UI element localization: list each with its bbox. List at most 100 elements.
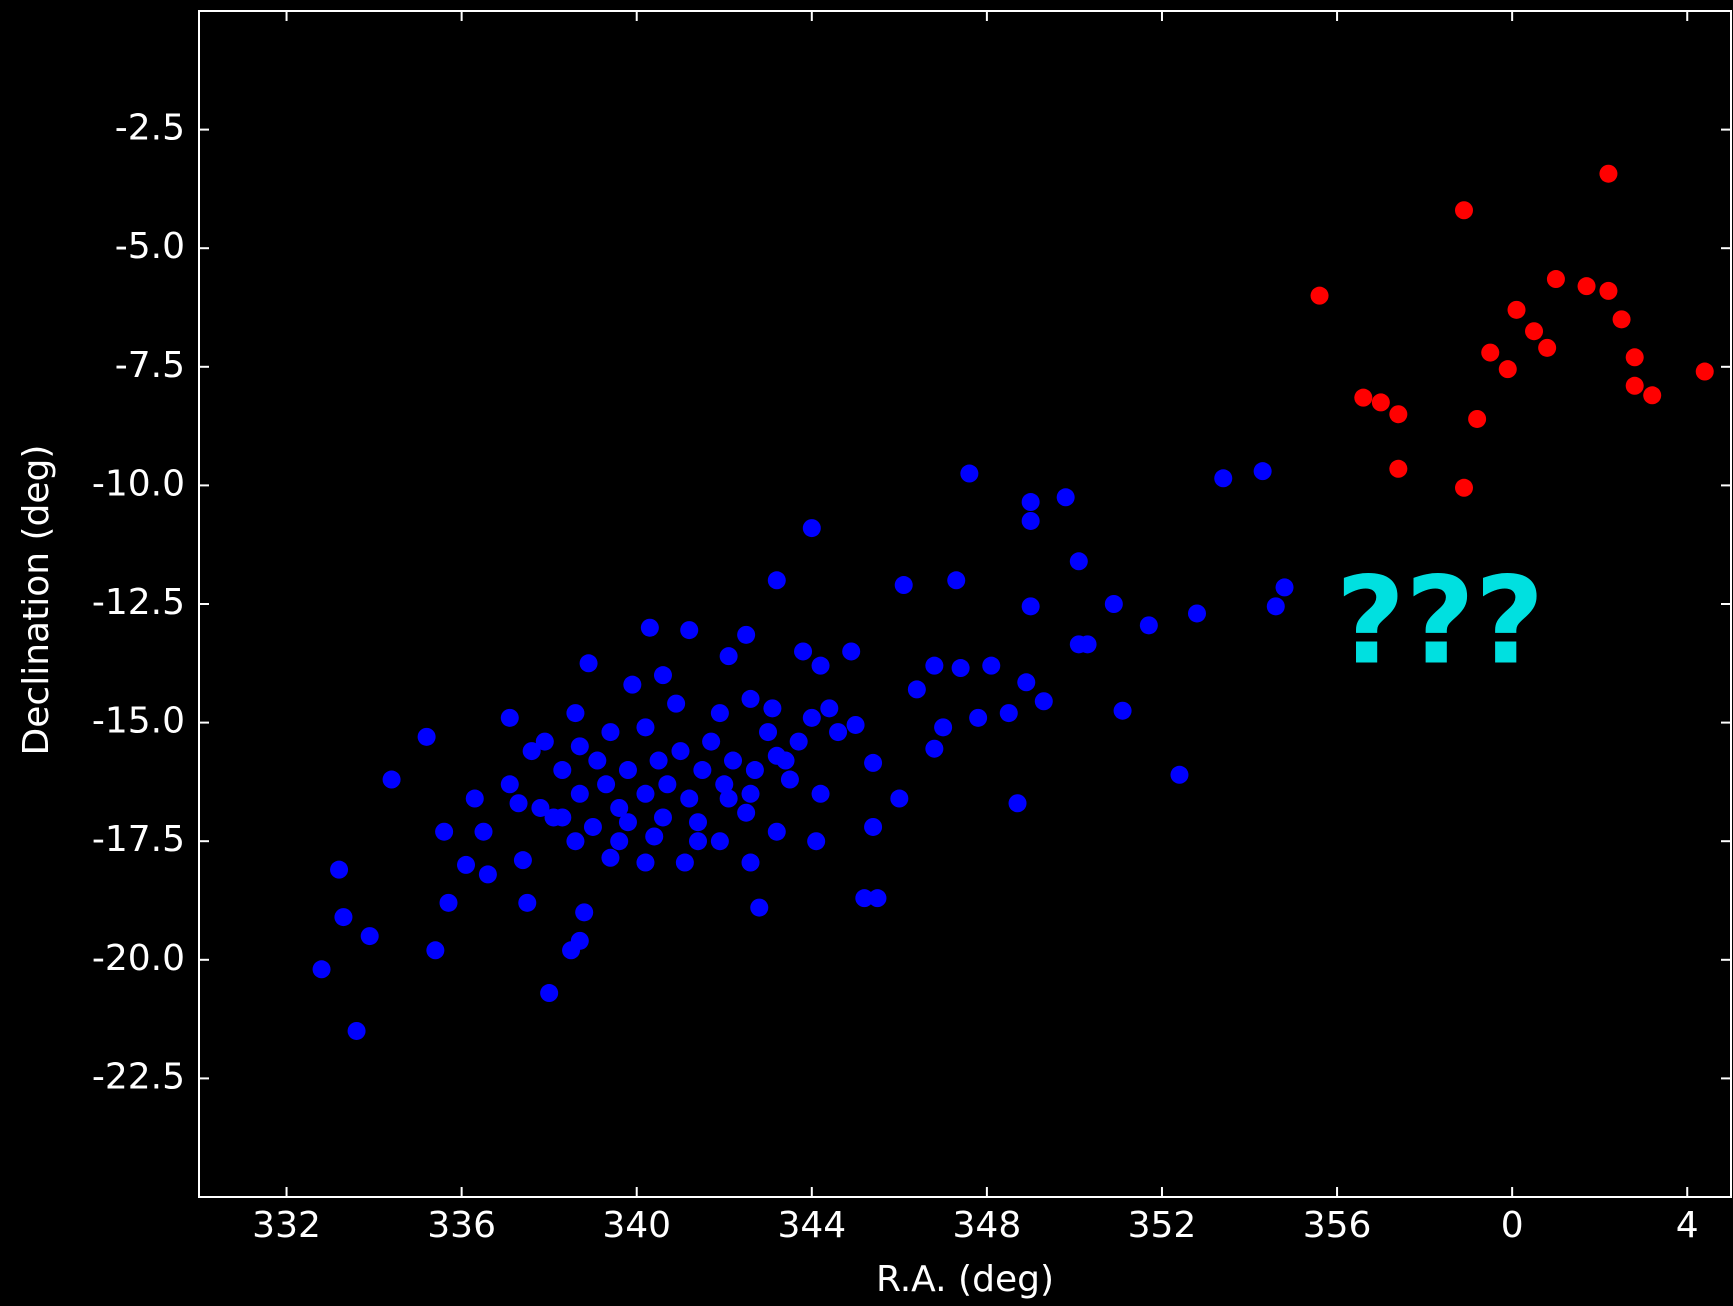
point <box>500 708 519 727</box>
y-tick-label: -2.5 <box>115 108 185 149</box>
point <box>1695 362 1714 381</box>
point <box>890 789 909 808</box>
point <box>658 775 677 794</box>
point <box>1034 692 1053 711</box>
point <box>1354 388 1373 407</box>
point <box>649 751 668 770</box>
y-tick-label: -17.5 <box>92 819 185 860</box>
point <box>710 704 729 723</box>
point <box>1008 794 1027 813</box>
point <box>439 893 458 912</box>
point <box>435 822 454 841</box>
x-tick-label: 356 <box>1303 1205 1372 1246</box>
point <box>1546 270 1565 289</box>
y-axis-label: Declination (deg) <box>16 445 57 756</box>
point <box>934 718 953 737</box>
y-tick-label: -12.5 <box>92 582 185 623</box>
point <box>1498 360 1517 379</box>
point <box>969 708 988 727</box>
point <box>1481 343 1500 362</box>
point <box>1069 552 1088 571</box>
point <box>1021 493 1040 512</box>
point <box>531 798 550 817</box>
point <box>597 775 616 794</box>
y-tick-label: -7.5 <box>115 345 185 386</box>
point <box>334 908 353 927</box>
point <box>680 621 699 640</box>
point <box>960 464 979 483</box>
point <box>811 784 830 803</box>
point <box>864 753 883 772</box>
point <box>741 689 760 708</box>
point <box>1599 164 1618 183</box>
point <box>1468 409 1487 428</box>
point <box>1104 595 1123 613</box>
point <box>330 860 349 879</box>
point <box>1310 286 1329 305</box>
point <box>807 832 826 851</box>
point <box>522 742 541 761</box>
point <box>588 751 607 770</box>
point <box>719 647 738 666</box>
point <box>675 853 694 872</box>
point <box>566 704 585 723</box>
point <box>1170 765 1189 784</box>
point <box>842 642 861 661</box>
point <box>745 761 764 780</box>
point <box>653 808 672 827</box>
point <box>710 832 729 851</box>
point <box>724 751 743 770</box>
x-tick-label: 0 <box>1501 1205 1524 1246</box>
point <box>1389 459 1408 478</box>
point <box>776 751 795 770</box>
point <box>719 789 738 808</box>
point <box>868 889 887 908</box>
point <box>1389 405 1408 424</box>
x-tick-label: 344 <box>777 1205 846 1246</box>
point <box>741 853 760 872</box>
point <box>1056 488 1075 507</box>
point <box>1017 673 1036 692</box>
point <box>715 775 734 794</box>
x-tick-label: 332 <box>252 1205 321 1246</box>
x-tick-label: 348 <box>953 1205 1022 1246</box>
point <box>767 571 786 590</box>
point <box>653 666 672 685</box>
point <box>1139 616 1158 635</box>
point <box>1113 701 1132 720</box>
point <box>1625 376 1644 395</box>
point <box>982 656 1001 675</box>
point <box>570 737 589 756</box>
point <box>794 642 813 661</box>
point <box>426 941 445 960</box>
point <box>1214 469 1233 488</box>
point <box>583 817 602 836</box>
point <box>767 822 786 841</box>
point <box>671 742 690 761</box>
point <box>1538 338 1557 357</box>
y-tick-label: -15.0 <box>92 701 185 742</box>
point <box>640 618 659 637</box>
point <box>688 832 707 851</box>
point <box>667 694 686 713</box>
point <box>500 775 519 794</box>
point <box>759 723 778 742</box>
point <box>951 659 970 678</box>
point <box>417 727 436 746</box>
point <box>1187 604 1206 623</box>
point <box>618 761 637 780</box>
point <box>566 832 585 851</box>
point <box>570 931 589 950</box>
point <box>737 803 756 822</box>
point <box>1625 348 1644 367</box>
point <box>553 761 572 780</box>
point <box>518 893 537 912</box>
point <box>780 770 799 789</box>
point <box>360 927 379 946</box>
point <box>610 832 629 851</box>
point <box>820 699 839 718</box>
point <box>999 704 1018 723</box>
point <box>1599 281 1618 300</box>
point <box>570 784 589 803</box>
